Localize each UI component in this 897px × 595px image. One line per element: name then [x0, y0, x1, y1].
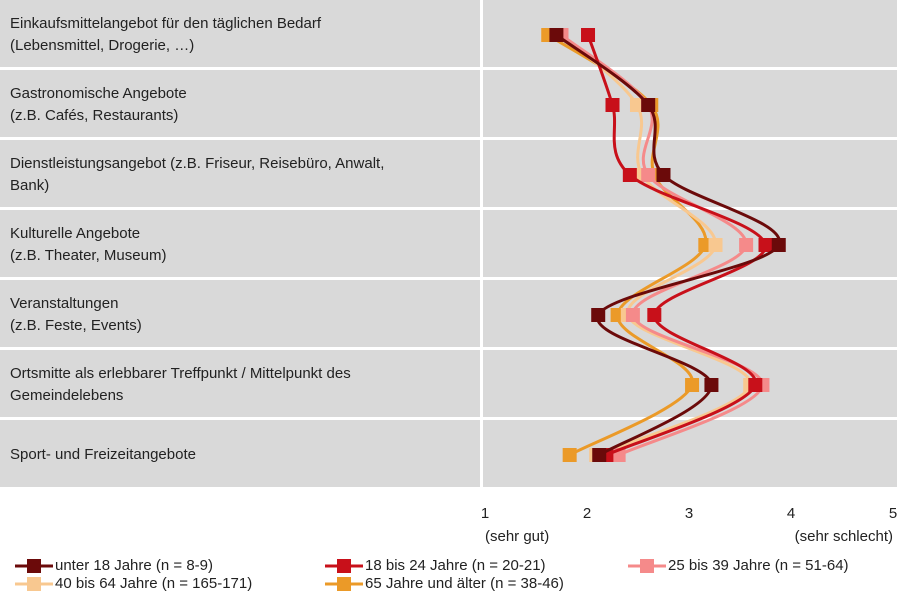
category-line: Ortsmitte als erlebbarer Treffpunkt / Mi… [10, 365, 351, 382]
x-tick-label: 5 [889, 505, 897, 522]
category-line: Einkaufsmittelangebot für den täglichen … [10, 15, 322, 32]
row-band [0, 280, 897, 347]
category-line: Sport- und Freizeitangebote [10, 446, 196, 463]
row-band [0, 70, 897, 137]
marker [641, 168, 656, 182]
category-label: Einkaufsmittelangebot für den täglichen … [10, 15, 322, 54]
category-line: Kulturelle Angebote [10, 225, 140, 242]
panel-separator [480, 0, 483, 490]
marker [758, 238, 773, 252]
x-tick-label: 1 [481, 505, 489, 522]
marker [647, 308, 662, 322]
category-label: Gastronomische Angebote (z.B. Cafés, Rest… [10, 85, 187, 124]
row-band [0, 420, 897, 487]
legend-marker [337, 559, 351, 573]
category-line: Veranstaltungen [10, 295, 118, 312]
category-label: Kulturelle Angebote (z.B. Theater, Museum… [10, 225, 166, 264]
category-label: Veranstaltungen (z.B. Feste, Events) [10, 295, 142, 334]
category-line: (z.B. Cafés, Restaurants) [10, 107, 178, 124]
legend-label: 18 bis 24 Jahre (n = 20-21) [365, 557, 546, 574]
category-label: Ortsmitte als erlebbarer Treffpunkt / Mi… [10, 365, 351, 404]
marker [708, 238, 723, 252]
x-tick-label: 4 [787, 505, 795, 522]
category-line: Bank) [10, 177, 49, 194]
legend-marker [640, 559, 654, 573]
legend-marker [27, 559, 41, 573]
marker [562, 448, 577, 462]
marker [685, 378, 700, 392]
category-label: Dienstleistungsangebot (z.B. Friseur, Re… [10, 155, 384, 194]
marker [629, 98, 644, 112]
marker [592, 448, 607, 462]
legend-marker [27, 577, 41, 591]
x-tick-label: 2 [583, 505, 591, 522]
marker [549, 28, 564, 42]
category-line: Dienstleistungsangebot (z.B. Friseur, Re… [10, 155, 384, 172]
marker [771, 238, 786, 252]
category-line: (z.B. Theater, Museum) [10, 247, 166, 264]
row-band [0, 0, 897, 67]
legend-marker [337, 577, 351, 591]
legend-label: 25 bis 39 Jahre (n = 51-64) [668, 557, 849, 574]
marker [605, 98, 620, 112]
marker [581, 28, 596, 42]
marker [656, 168, 671, 182]
category-line: (z.B. Feste, Events) [10, 317, 142, 334]
row-band [0, 140, 897, 207]
legend-label: unter 18 Jahre (n = 8-9) [55, 557, 213, 574]
legend-label: 40 bis 64 Jahre (n = 165-171) [55, 575, 252, 592]
category-line: Gemeindelebens [10, 387, 123, 404]
marker [704, 378, 719, 392]
marker [748, 378, 763, 392]
category-line: Gastronomische Angebote [10, 85, 187, 102]
category-label: Sport- und Freizeitangebote [10, 446, 196, 463]
annotation: (sehr gut) [485, 528, 549, 545]
marker [622, 168, 637, 182]
marker [739, 238, 754, 252]
legend-label: 65 Jahre und älter (n = 38-46) [365, 575, 564, 592]
marker [591, 308, 606, 322]
category-line: (Lebensmittel, Drogerie, …) [10, 37, 194, 54]
annotation: (sehr schlecht) [795, 528, 893, 545]
marker [625, 308, 640, 322]
x-tick-label: 3 [685, 505, 693, 522]
marker [641, 98, 656, 112]
